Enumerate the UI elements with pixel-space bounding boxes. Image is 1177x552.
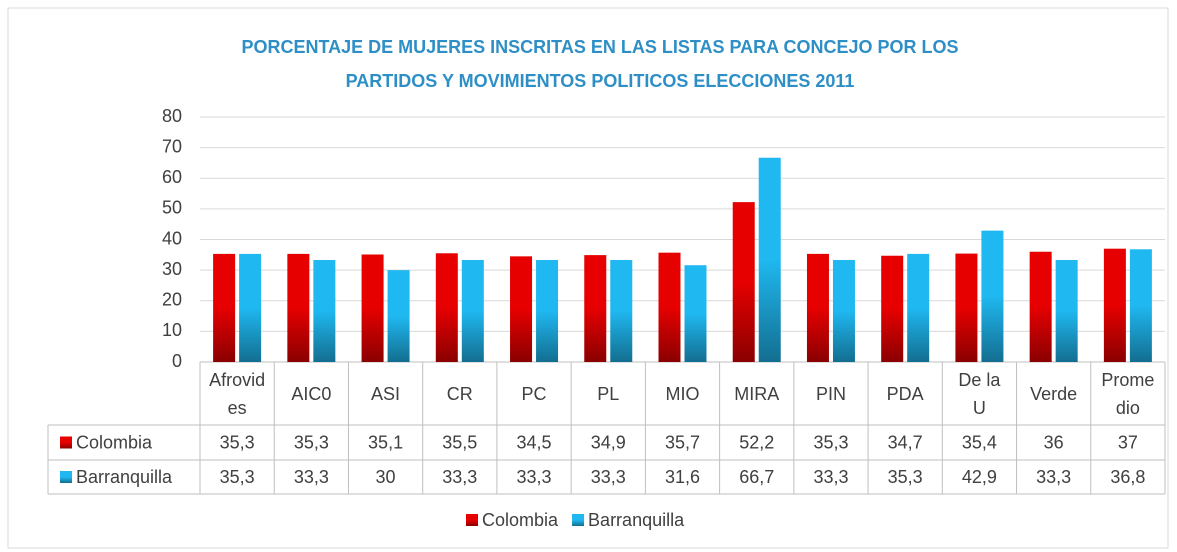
- legend-label: Barranquilla: [588, 510, 685, 530]
- bar: [806, 253, 829, 362]
- y-tick-label: 30: [162, 259, 182, 279]
- x-tick-label: PC: [521, 384, 547, 404]
- bar: [584, 255, 607, 362]
- x-tick-label: CR: [446, 384, 473, 404]
- table-value: 36: [1044, 432, 1064, 452]
- bar: [832, 260, 855, 362]
- table-value: 35,3: [888, 467, 923, 487]
- table-value: 42,9: [962, 467, 997, 487]
- row-label: Barranquilla: [76, 467, 173, 487]
- table-value: 33,3: [442, 467, 477, 487]
- bar: [955, 253, 978, 362]
- bar: [1129, 249, 1152, 362]
- x-tick-label: MIO: [665, 384, 700, 404]
- bar: [1055, 260, 1078, 362]
- bar: [758, 157, 781, 362]
- x-tick-label: Verde: [1030, 384, 1078, 404]
- bar: [213, 253, 236, 362]
- x-tick-label: PDA: [886, 384, 924, 404]
- table-value: 35,7: [665, 432, 700, 452]
- table-value: 34,7: [888, 432, 923, 452]
- table-value: 66,7: [739, 467, 774, 487]
- row-label: Colombia: [76, 432, 153, 452]
- legend-key: [60, 436, 72, 449]
- bar: [435, 253, 458, 362]
- x-tick-label: MIRA: [734, 384, 780, 404]
- table-value: 33,3: [813, 467, 848, 487]
- table-value: 30: [376, 467, 396, 487]
- table-value: 34,5: [517, 432, 552, 452]
- chart-title: PORCENTAJE DE MUJERES INSCRITAS EN LAS L…: [241, 37, 959, 91]
- table-value: 33,3: [517, 467, 552, 487]
- table-value: 35,3: [294, 432, 329, 452]
- y-tick-label: 40: [162, 228, 182, 248]
- y-tick-label: 20: [162, 290, 182, 310]
- table-value: 52,2: [739, 432, 774, 452]
- legend-key: [572, 514, 585, 526]
- bar: [361, 254, 384, 362]
- table-value: 34,9: [591, 432, 626, 452]
- bar: [313, 260, 336, 362]
- bar: [510, 256, 533, 362]
- table-value: 33,3: [591, 467, 626, 487]
- bar: [907, 253, 930, 362]
- x-tick-label: AIC0: [291, 384, 332, 404]
- x-tick-label: Promedio: [1101, 370, 1155, 418]
- table-value: 35,3: [813, 432, 848, 452]
- bar: [461, 260, 484, 362]
- x-tick-label: De la U: [958, 370, 1001, 418]
- bar: [684, 265, 707, 362]
- bar: [981, 230, 1004, 362]
- table-value: 36,8: [1110, 467, 1145, 487]
- bar: [658, 252, 681, 362]
- table-value: 37: [1118, 432, 1138, 452]
- legend-label: Colombia: [482, 510, 559, 530]
- x-tick-label: ASI: [371, 384, 401, 404]
- legend-key: [60, 471, 72, 483]
- bar: [732, 202, 755, 362]
- y-tick-label: 70: [162, 136, 182, 156]
- x-tick-label: PIN: [815, 384, 846, 404]
- y-tick-label: 50: [162, 198, 182, 218]
- table-value: 35,3: [220, 467, 255, 487]
- bar: [287, 253, 310, 362]
- bar: [239, 253, 262, 362]
- table-value: 35,4: [962, 432, 997, 452]
- table-value: 35,1: [368, 432, 403, 452]
- x-tick-label: PL: [597, 384, 620, 404]
- table-value: 35,5: [442, 432, 477, 452]
- bar: [881, 255, 904, 362]
- frame: [7, 7, 1169, 549]
- y-tick-label: 80: [162, 106, 182, 126]
- bar: [387, 270, 410, 362]
- table-value: 31,6: [665, 467, 700, 487]
- bar: [1103, 248, 1126, 362]
- table-value: 33,3: [1036, 467, 1071, 487]
- table-value: 33,3: [294, 467, 329, 487]
- bar: [610, 260, 633, 362]
- y-tick-label: 0: [172, 351, 182, 371]
- legend-key: [466, 514, 478, 526]
- x-tick-label: Afrovides: [209, 370, 266, 418]
- bar: [536, 260, 559, 362]
- y-tick-label: 10: [162, 320, 182, 340]
- y-tick-label: 60: [162, 167, 182, 187]
- bar: [1029, 251, 1052, 362]
- table-value: 35,3: [220, 432, 255, 452]
